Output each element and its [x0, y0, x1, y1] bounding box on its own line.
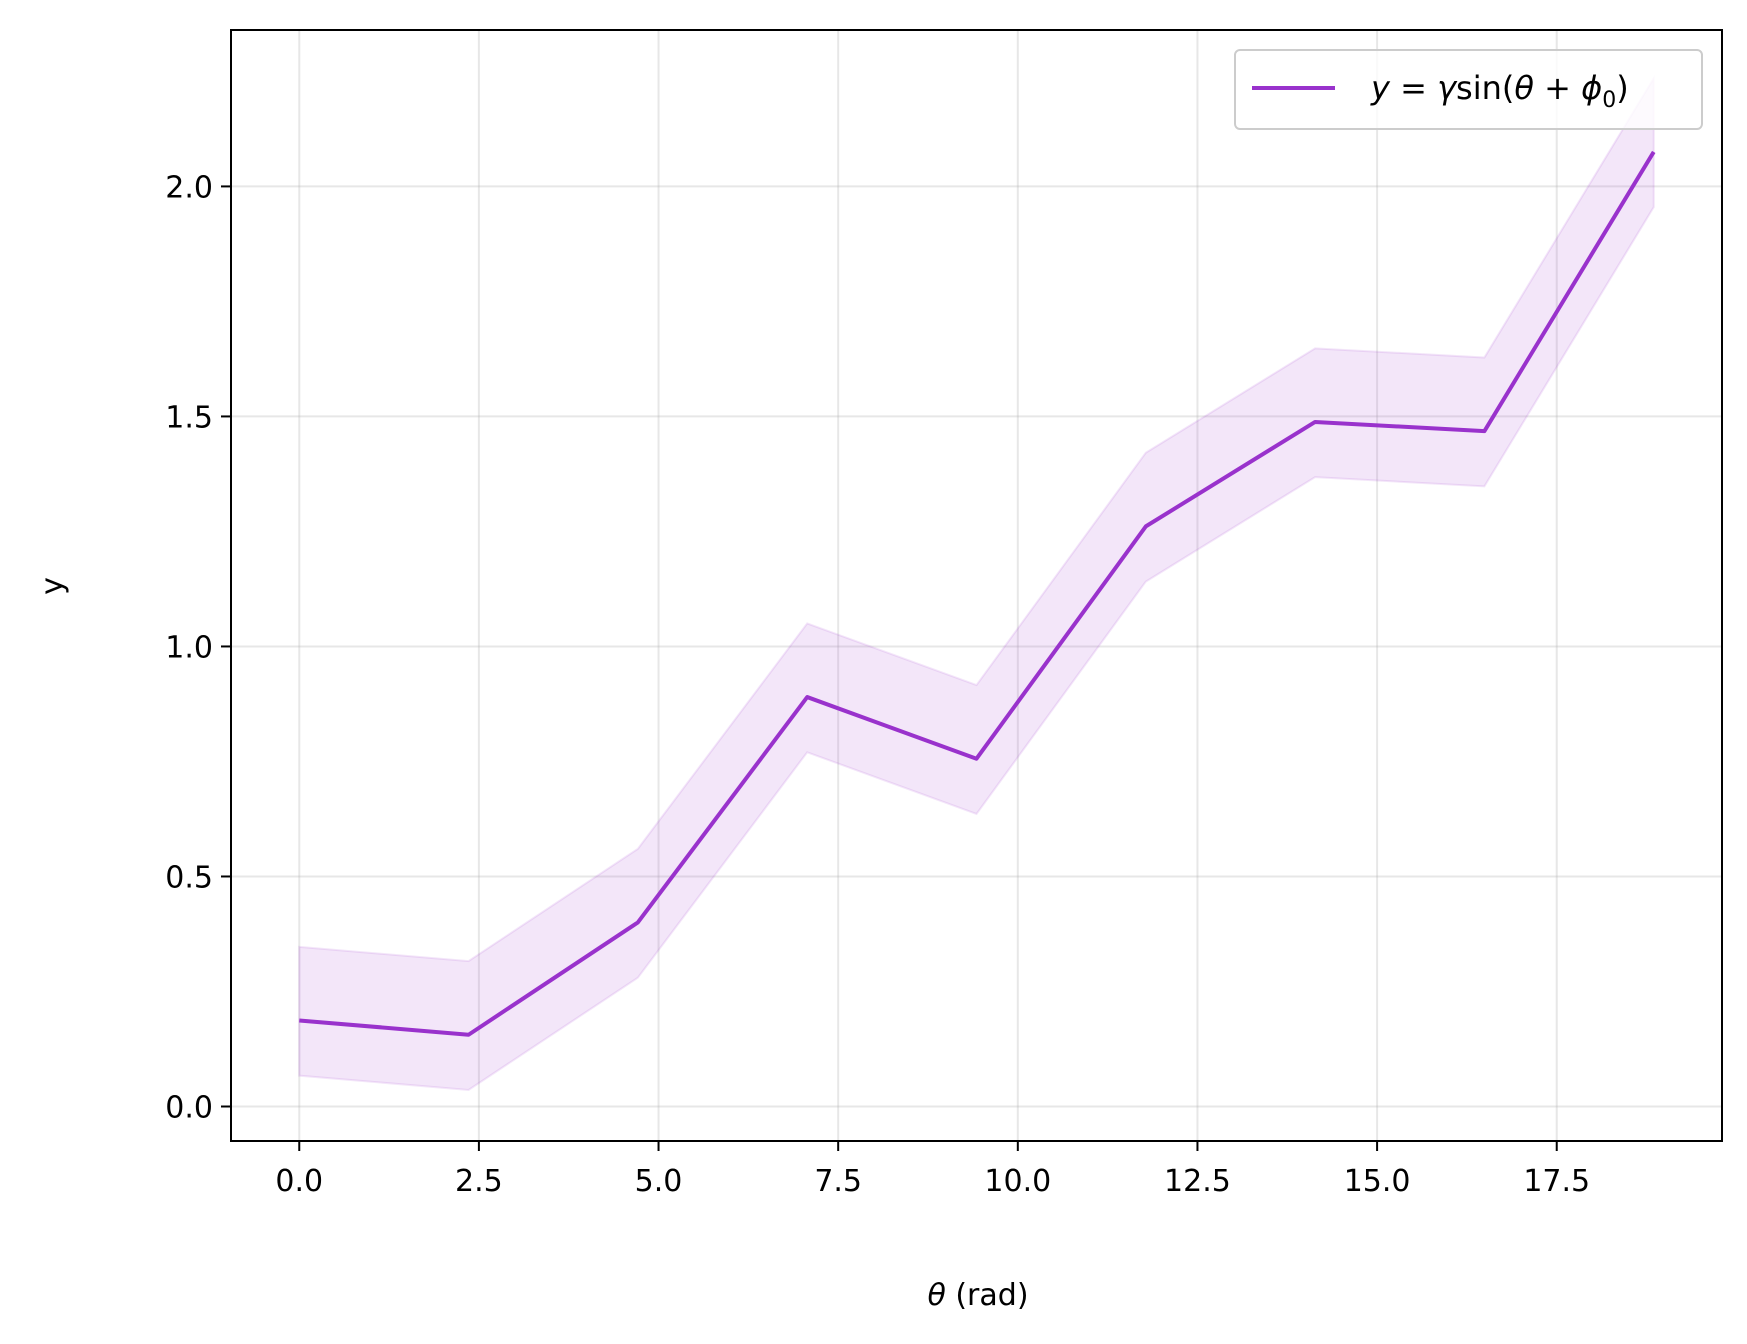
confidence-band — [298, 74, 1655, 1091]
x-axis-ticks: 0.0 2.5 5.0 7.5 10.0 12.5 15.0 17.5 — [275, 1141, 1590, 1199]
series-band — [298, 74, 1655, 1091]
legend-label: y = γsin(θ + ϕ0) — [1370, 69, 1629, 113]
y-axis-ticks: 0.0 0.5 1.0 1.5 2.0 — [165, 170, 231, 1125]
legend-box — [1234, 49, 1703, 130]
x-tick-label: 12.5 — [1164, 1164, 1231, 1199]
y-axis-label: y — [35, 577, 70, 595]
x-tick-label: 2.5 — [455, 1164, 503, 1199]
y-tick-label: 1.0 — [165, 630, 213, 665]
x-axis-label: θ (rad) — [927, 1278, 1028, 1313]
y-tick-label: 2.0 — [165, 170, 213, 205]
x-tick-label: 0.0 — [275, 1164, 323, 1199]
x-tick-label: 7.5 — [814, 1164, 862, 1199]
y-tick-label: 0.5 — [165, 860, 213, 895]
x-tick-label: 10.0 — [984, 1164, 1051, 1199]
x-tick-label: 17.5 — [1523, 1164, 1590, 1199]
legend: y = γsin(θ + ϕ0) — [1234, 49, 1703, 130]
grid — [231, 30, 1722, 1141]
x-tick-label: 15.0 — [1344, 1164, 1411, 1199]
y-tick-label: 1.5 — [165, 400, 213, 435]
plot-frame — [230, 29, 1723, 1142]
y-tick-label: 0.0 — [165, 1090, 213, 1125]
series-lines — [299, 150, 1656, 1037]
x-tick-label: 5.0 — [635, 1164, 683, 1199]
